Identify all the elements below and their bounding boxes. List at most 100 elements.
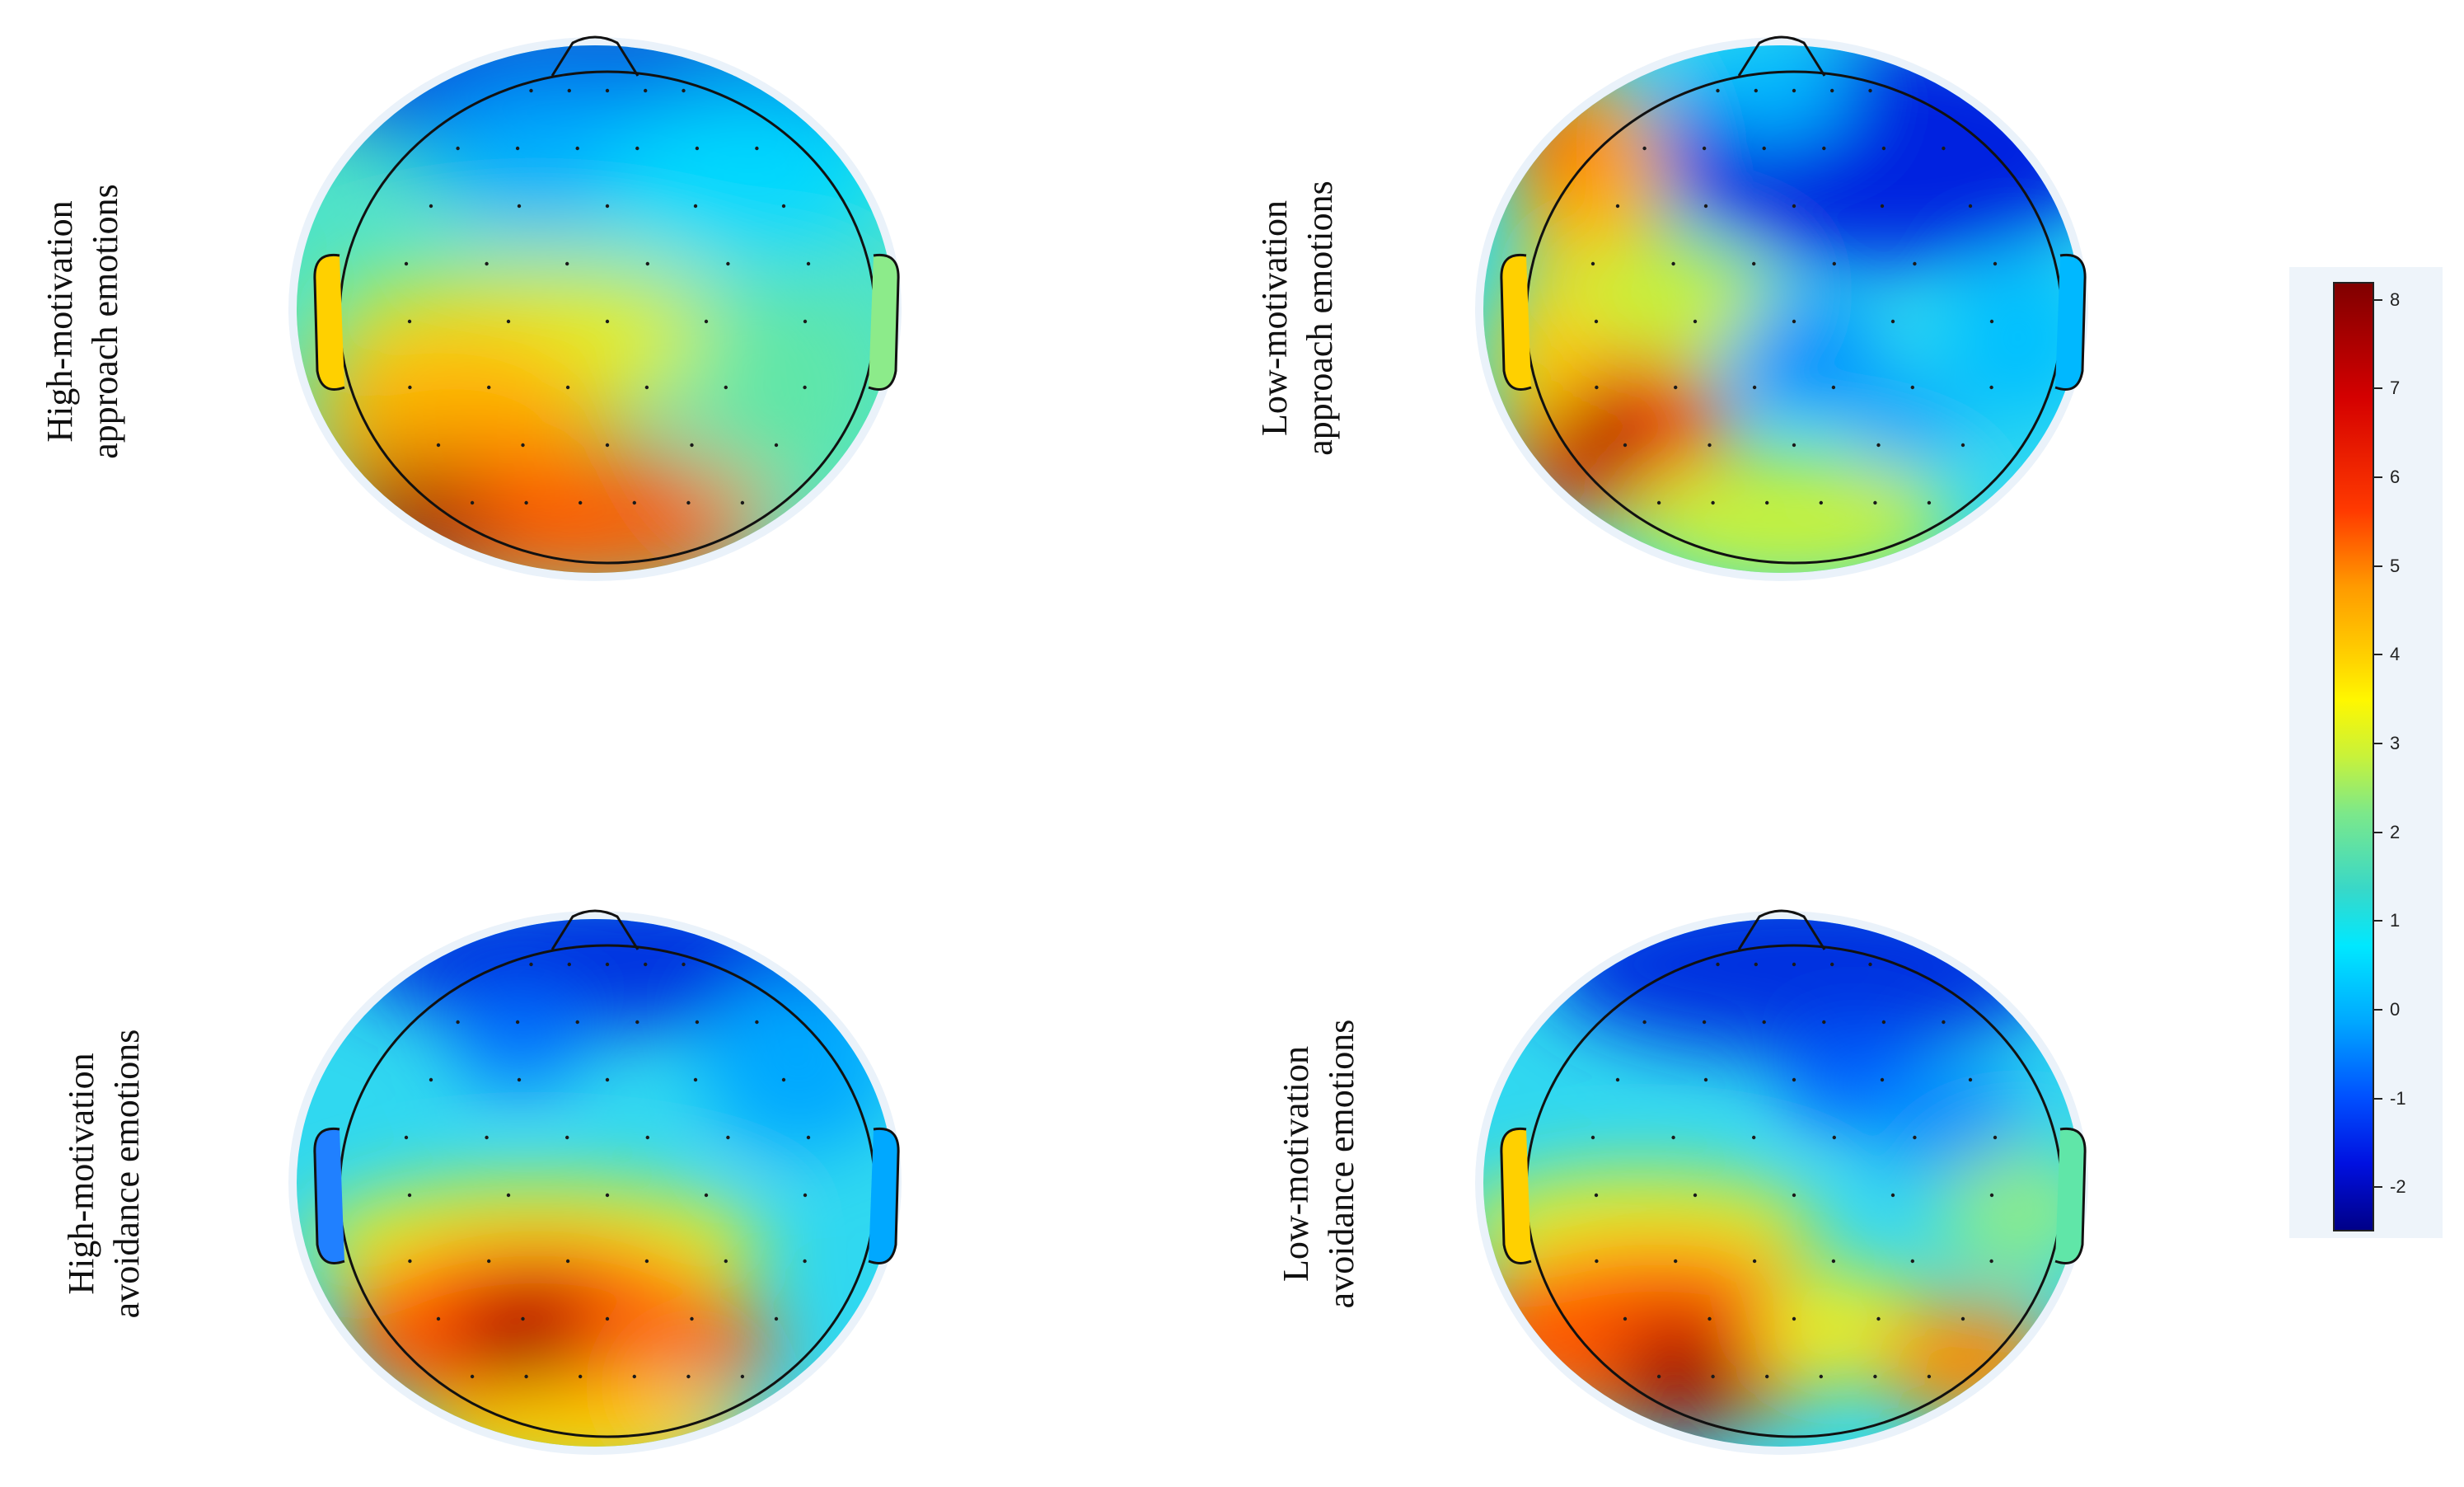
colorbar-tick-label: 3 xyxy=(2390,732,2401,753)
electrode-dot xyxy=(774,443,779,448)
electrode-dot xyxy=(487,385,491,390)
electrode-dot xyxy=(605,88,610,93)
label-line: avoidance emotions xyxy=(1321,1019,1361,1309)
electrode-dot xyxy=(1792,1316,1796,1321)
electrode-dot xyxy=(1671,1135,1675,1140)
electrode-dot xyxy=(740,1374,745,1379)
electrode-dot xyxy=(605,443,610,448)
electrode-dot xyxy=(803,319,808,324)
label-high-avoidance: High-motivation avoidance emotions xyxy=(59,1030,149,1319)
electrode-dot xyxy=(1702,146,1707,151)
electrode-dot xyxy=(506,1193,511,1198)
colorbar-tick xyxy=(2374,654,2382,656)
electrode-dot xyxy=(605,962,610,967)
electrode-dot xyxy=(436,1316,441,1321)
electrode-dot xyxy=(1913,261,1917,266)
topomap-low-approach xyxy=(1475,35,2088,581)
electrode-dot xyxy=(1702,1020,1707,1025)
electrode-dot xyxy=(1822,146,1826,151)
electrode-dot xyxy=(1792,319,1796,324)
electrode-dot xyxy=(1671,261,1675,266)
electrode-dot xyxy=(1880,1077,1885,1082)
electrode-dot xyxy=(1880,204,1885,209)
colorbar-tick-label: 5 xyxy=(2390,555,2401,576)
electrode-dot xyxy=(1913,1135,1917,1140)
electrode-dot xyxy=(632,500,636,505)
label-line: Low-motivation xyxy=(1276,1046,1316,1282)
electrode-dot xyxy=(470,500,475,505)
electrode-dot xyxy=(803,385,807,390)
electrode-dot xyxy=(517,204,522,209)
electrode-dot xyxy=(695,146,700,151)
electrode-dot xyxy=(1881,146,1886,151)
colorbar-tick-label: 4 xyxy=(2390,644,2401,665)
electrode-dot xyxy=(726,1135,730,1140)
electrode-dot xyxy=(1707,443,1712,448)
topomap-high-approach xyxy=(288,35,902,581)
electrode-dot xyxy=(1881,1020,1886,1025)
electrode-dot xyxy=(1754,962,1758,967)
electrode-dot xyxy=(1792,1193,1796,1198)
electrode-dot xyxy=(1830,962,1834,967)
electrode-dot xyxy=(1819,1374,1823,1379)
electrode-dot xyxy=(1868,962,1872,967)
electrode-dot xyxy=(1873,1374,1877,1379)
electrode-dot xyxy=(1711,1374,1715,1379)
electrode-dot xyxy=(644,1259,649,1264)
electrode-dot xyxy=(682,962,686,967)
electrode-dot xyxy=(407,319,412,324)
electrode-dot xyxy=(1707,1316,1712,1321)
electrode-dot xyxy=(1792,443,1796,448)
electrode-dot xyxy=(1968,1077,1973,1082)
electrode-dot xyxy=(781,1077,786,1082)
electrode-dot xyxy=(515,146,520,151)
electrode-dot xyxy=(726,261,730,266)
electrode-dot xyxy=(1927,1374,1932,1379)
electrode-dot xyxy=(404,261,409,266)
electrode-dot xyxy=(1942,1020,1946,1025)
electrode-dot xyxy=(456,146,460,151)
electrode-dot xyxy=(429,204,433,209)
electrode-dot xyxy=(774,1316,779,1321)
electrode-dot xyxy=(755,1020,759,1025)
electrode-grid xyxy=(404,88,811,505)
colorbar-tick-label: 2 xyxy=(2390,821,2401,842)
electrode-dot xyxy=(1868,88,1872,93)
electrode-dot xyxy=(605,1077,610,1082)
electrode-dot xyxy=(690,443,694,448)
electrode-dot xyxy=(1615,204,1620,209)
electrode-dot xyxy=(1693,319,1698,324)
electrode-dot xyxy=(1890,319,1895,324)
electrode-dot xyxy=(1623,443,1628,448)
electrode-dot xyxy=(1792,962,1796,967)
electrode-dot xyxy=(1642,146,1647,151)
electrode-dot xyxy=(565,1259,570,1264)
electrode-dot xyxy=(806,1135,811,1140)
label-line: High-motivation xyxy=(40,200,80,443)
electrode-grid xyxy=(404,962,811,1379)
electrode-dot xyxy=(575,146,579,151)
electrode-dot xyxy=(1873,500,1877,505)
electrode-dot xyxy=(644,385,649,390)
electrode-dot xyxy=(524,1374,528,1379)
electrode-dot xyxy=(724,1259,728,1264)
electrode-dot xyxy=(521,443,525,448)
electrode-dot xyxy=(515,1020,520,1025)
electrode-dot xyxy=(635,146,639,151)
label-line: High-motivation xyxy=(61,1053,101,1295)
electrode-dot xyxy=(1590,1135,1595,1140)
electrode-dot xyxy=(485,261,489,266)
electrode-dot xyxy=(1792,204,1796,209)
electrode-dot xyxy=(1989,1259,1993,1264)
electrode-dot xyxy=(408,385,412,390)
colorbar-tick-label: 7 xyxy=(2390,378,2401,399)
label-line: approach emotions xyxy=(85,184,125,459)
electrode-dot xyxy=(632,1374,636,1379)
electrode-dot xyxy=(565,1135,569,1140)
electrode-dot xyxy=(1765,1374,1769,1379)
electrode-dot xyxy=(695,1020,700,1025)
electrode-dot xyxy=(1968,204,1973,209)
electrode-dot xyxy=(1656,500,1661,505)
electrode-dot xyxy=(1752,261,1756,266)
electrode-dot xyxy=(605,1316,610,1321)
